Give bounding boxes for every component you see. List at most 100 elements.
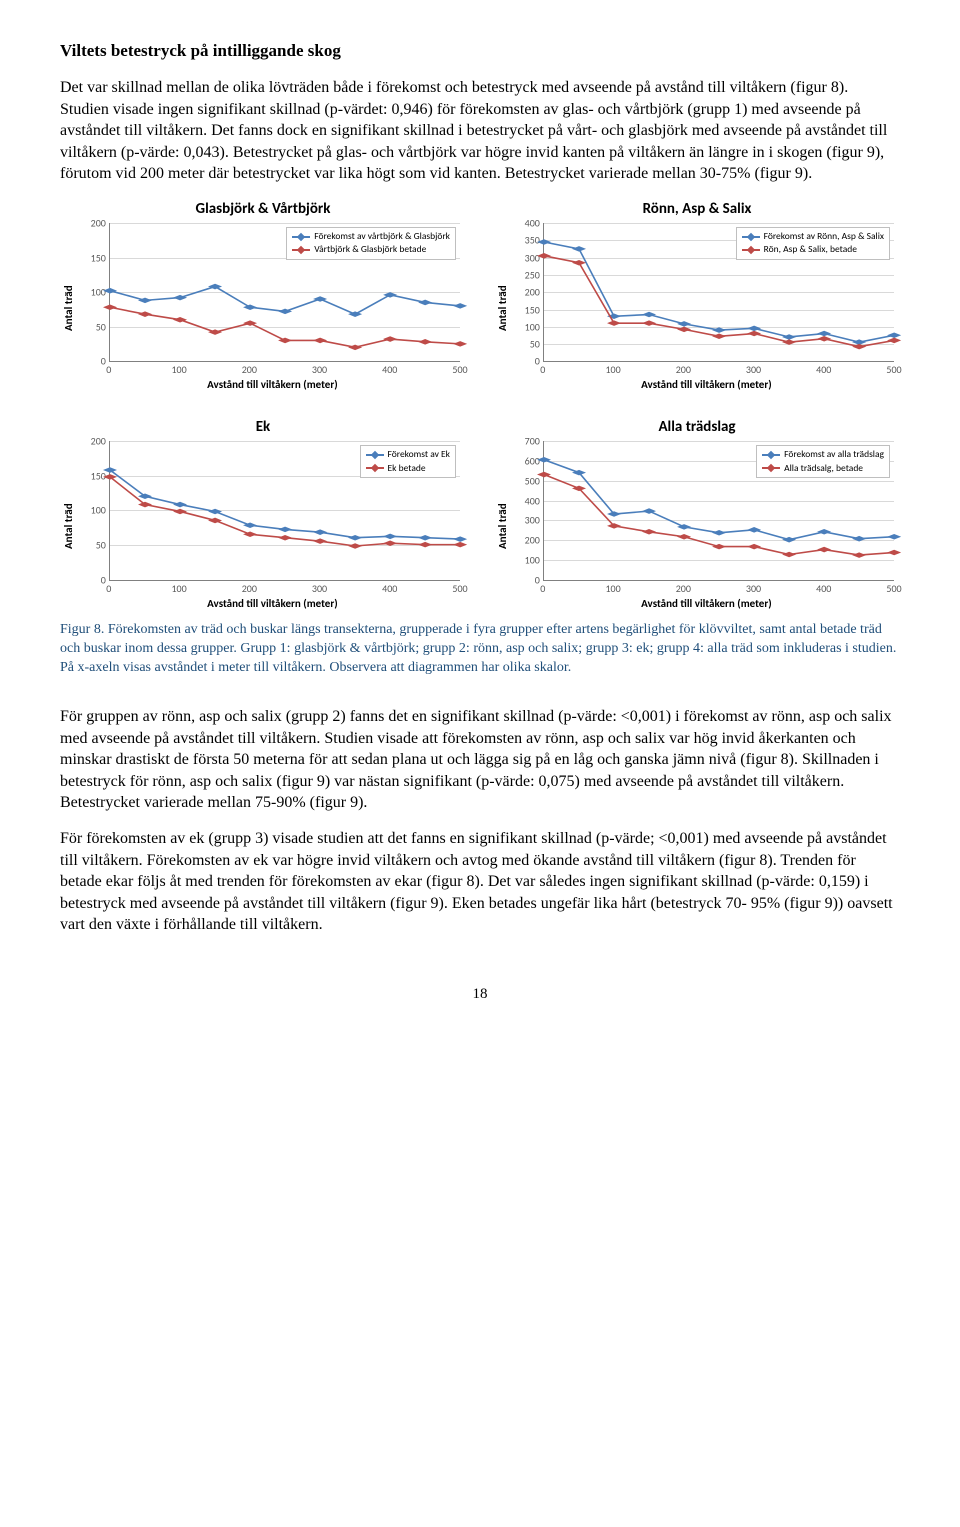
chart-legend-item: Vårtbjörk & Glasbjörk betade <box>292 243 450 256</box>
chart-xlabel: Avstånd till viltåkern (meter) <box>513 597 900 612</box>
chart-ylabel: Antal träd <box>60 441 79 611</box>
chart-xlabel: Avstånd till viltåkern (meter) <box>79 597 466 612</box>
section-title: Viltets betestryck på intilliggande skog <box>60 40 900 63</box>
chart-xtick: 300 <box>746 582 761 596</box>
chart-xtick: 400 <box>382 363 397 377</box>
chart-xtick: 0 <box>106 582 111 596</box>
chart-ytick: 300 <box>516 514 540 528</box>
chart-alla-tradslag: Alla trädslagAntal träd01002003004005006… <box>494 417 900 611</box>
chart-ek: EkAntal träd050100150200Förekomst av EkE… <box>60 417 466 611</box>
chart-plot-area: 050100150200Förekomst av EkEk betade <box>109 441 460 580</box>
chart-xtick: 400 <box>816 363 831 377</box>
chart-title: Glasbjörk & Vårtbjörk <box>60 199 466 219</box>
chart-ytick: 350 <box>516 234 540 248</box>
chart-xtick: 400 <box>382 582 397 596</box>
chart-legend-label: Förekomst av Rönn, Asp & Salix <box>764 230 884 243</box>
chart-ytick: 300 <box>516 251 540 265</box>
chart-xtick: 100 <box>171 582 186 596</box>
chart-legend-label: Ek betade <box>388 462 426 475</box>
chart-legend: Förekomst av Rönn, Asp & SalixRön, Asp &… <box>736 227 890 260</box>
chart-title: Alla trädslag <box>494 417 900 437</box>
chart-xtick: 0 <box>106 363 111 377</box>
chart-ytick: 200 <box>82 216 106 230</box>
chart-ytick: 700 <box>516 435 540 449</box>
chart-xtick: 500 <box>886 582 901 596</box>
chart-ytick: 0 <box>82 573 106 587</box>
chart-legend-item: Alla trädsalg, betade <box>762 462 884 475</box>
charts-grid: Glasbjörk & VårtbjörkAntal träd050100150… <box>60 199 900 612</box>
chart-ylabel: Antal träd <box>494 223 513 393</box>
chart-glasbjork: Glasbjörk & VårtbjörkAntal träd050100150… <box>60 199 466 393</box>
chart-legend: Förekomst av alla trädslagAlla trädsalg,… <box>756 445 890 478</box>
chart-ytick: 0 <box>516 355 540 369</box>
chart-xtick: 500 <box>452 582 467 596</box>
chart-ytick: 0 <box>516 573 540 587</box>
chart-xlabel: Avstånd till viltåkern (meter) <box>79 378 466 393</box>
chart-xtick: 0 <box>540 582 545 596</box>
chart-xtick: 400 <box>816 582 831 596</box>
page-number: 18 <box>60 984 900 1004</box>
chart-legend-label: Förekomst av vårtbjörk & Glasbjörk <box>314 230 450 243</box>
chart-legend-label: Vårtbjörk & Glasbjörk betade <box>314 243 426 256</box>
chart-ytick: 200 <box>516 533 540 547</box>
chart-ytick: 50 <box>82 320 106 334</box>
chart-plot-area: 050100150200Förekomst av vårtbjörk & Gla… <box>109 223 460 362</box>
chart-ytick: 0 <box>82 355 106 369</box>
paragraph-1: Det var skillnad mellan de olika lövträd… <box>60 77 900 185</box>
chart-xtick: 500 <box>886 363 901 377</box>
chart-xticks: 0100200300400500 <box>543 581 894 595</box>
chart-plot-area: 050100150200250300350400Förekomst av Rön… <box>543 223 894 362</box>
chart-xtick: 200 <box>242 363 257 377</box>
chart-xtick: 100 <box>171 363 186 377</box>
figure-caption: Figur 8. Förekomsten av träd och buskar … <box>60 621 900 678</box>
paragraph-3: För förekomsten av ek (grupp 3) visade s… <box>60 828 900 936</box>
chart-ytick: 100 <box>82 504 106 518</box>
chart-ytick: 50 <box>516 337 540 351</box>
chart-legend-label: Alla trädsalg, betade <box>784 462 863 475</box>
chart-ytick: 50 <box>82 538 106 552</box>
chart-legend-item: Förekomst av alla trädslag <box>762 448 884 461</box>
chart-legend-item: Rön, Asp & Salix, betade <box>742 243 884 256</box>
chart-xtick: 0 <box>540 363 545 377</box>
chart-title: Rönn, Asp & Salix <box>494 199 900 219</box>
chart-ytick: 200 <box>82 435 106 449</box>
chart-xtick: 300 <box>312 582 327 596</box>
chart-xtick: 200 <box>676 363 691 377</box>
chart-xlabel: Avstånd till viltåkern (meter) <box>513 378 900 393</box>
chart-ytick: 150 <box>82 251 106 265</box>
chart-legend-label: Förekomst av Ek <box>388 448 450 461</box>
chart-legend-item: Förekomst av vårtbjörk & Glasbjörk <box>292 230 450 243</box>
chart-xticks: 0100200300400500 <box>109 581 460 595</box>
chart-plot-area: 0100200300400500600700Förekomst av alla … <box>543 441 894 580</box>
chart-ytick: 200 <box>516 285 540 299</box>
chart-ytick: 150 <box>82 469 106 483</box>
chart-ylabel: Antal träd <box>60 223 79 393</box>
paragraph-2: För gruppen av rönn, asp och salix (grup… <box>60 706 900 814</box>
chart-ytick: 100 <box>82 285 106 299</box>
chart-ronn-asp-salix: Rönn, Asp & SalixAntal träd0501001502002… <box>494 199 900 393</box>
chart-ytick: 250 <box>516 268 540 282</box>
chart-title: Ek <box>60 417 466 437</box>
chart-ytick: 500 <box>516 474 540 488</box>
chart-legend-item: Ek betade <box>366 462 450 475</box>
chart-ytick: 600 <box>516 454 540 468</box>
chart-xtick: 200 <box>676 582 691 596</box>
chart-ylabel: Antal träd <box>494 441 513 611</box>
chart-ytick: 100 <box>516 320 540 334</box>
chart-ytick: 100 <box>516 553 540 567</box>
chart-xtick: 100 <box>605 363 620 377</box>
chart-ytick: 150 <box>516 303 540 317</box>
chart-legend-item: Förekomst av Ek <box>366 448 450 461</box>
chart-legend-item: Förekomst av Rönn, Asp & Salix <box>742 230 884 243</box>
chart-xtick: 300 <box>746 363 761 377</box>
chart-legend-label: Rön, Asp & Salix, betade <box>764 243 857 256</box>
chart-legend: Förekomst av vårtbjörk & GlasbjörkVårtbj… <box>286 227 456 260</box>
chart-xticks: 0100200300400500 <box>543 362 894 376</box>
chart-legend: Förekomst av EkEk betade <box>360 445 456 478</box>
chart-xtick: 300 <box>312 363 327 377</box>
chart-legend-label: Förekomst av alla trädslag <box>784 448 884 461</box>
chart-ytick: 400 <box>516 494 540 508</box>
chart-xtick: 100 <box>605 582 620 596</box>
chart-xtick: 200 <box>242 582 257 596</box>
chart-ytick: 400 <box>516 216 540 230</box>
